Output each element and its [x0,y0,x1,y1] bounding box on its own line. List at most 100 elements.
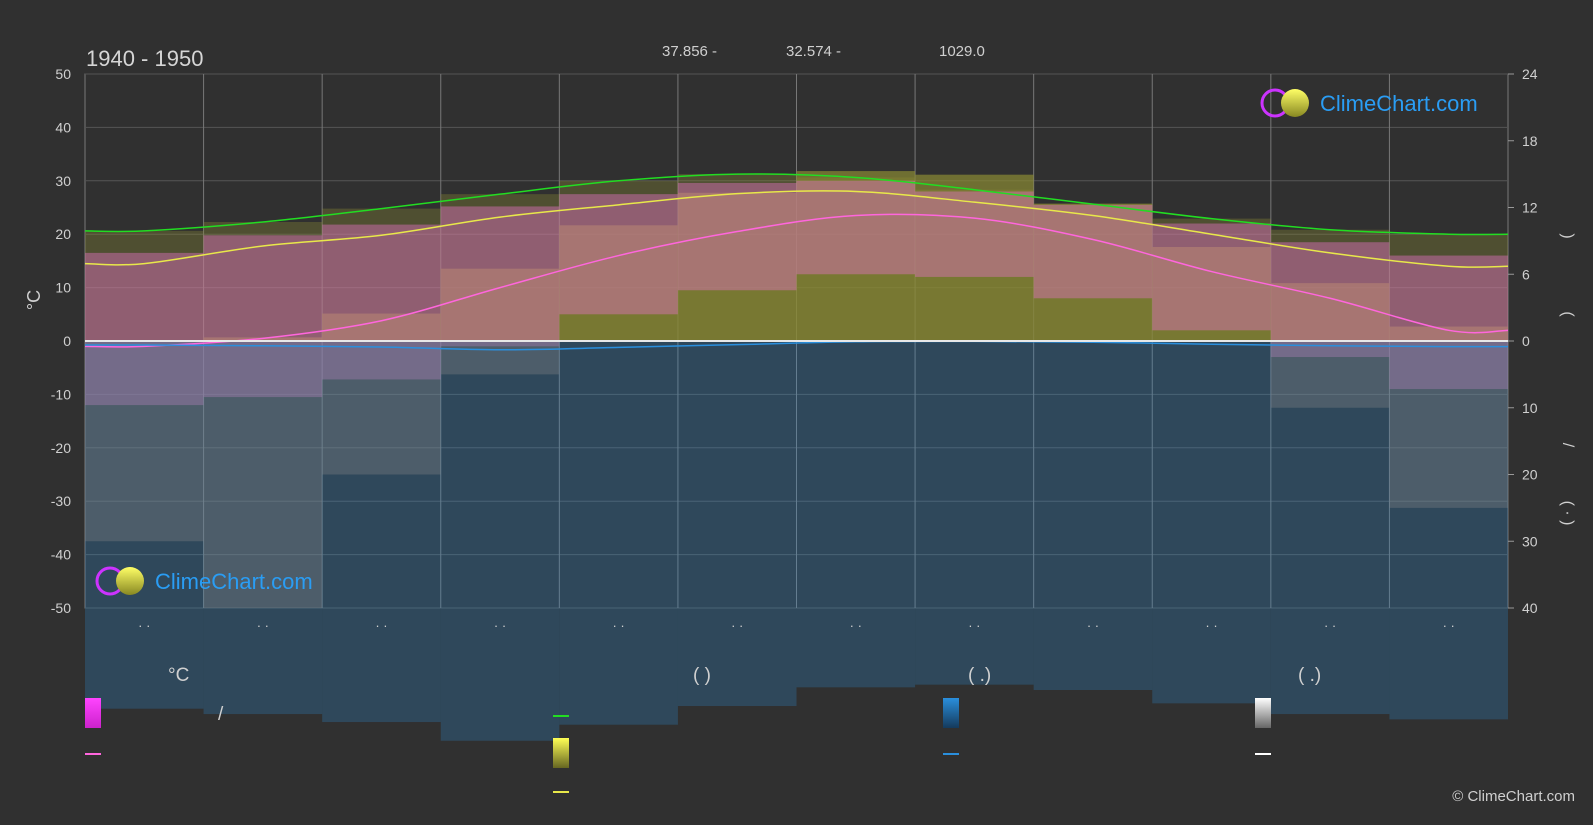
brand-logo-top [1260,88,1309,118]
month-tick-label: · · [494,618,506,633]
legend-temp-range-swatch [85,698,101,728]
rain-bar [1270,341,1390,715]
rain-tick-label: 20 [1522,467,1538,483]
y-tick-label: -50 [51,600,71,616]
rain-bar [1152,341,1271,704]
temp-range-bar [559,194,678,315]
sunshine-bar [440,268,560,341]
temp-range-bar [1033,204,1153,299]
legend-temp-header: °C [168,665,190,686]
rain-mean-line [84,340,1509,351]
rain-axis-label-fragment: / [1559,443,1576,448]
sun-tick-label: 24 [1522,66,1538,82]
snow-bar [322,341,441,475]
temp-range-bar [1152,223,1271,331]
y-tick-label: -10 [51,386,71,402]
rain-bar [677,341,797,707]
sunshine-bar [1033,203,1153,341]
rain-tick-label: 10 [1522,400,1538,416]
y-tick-label: -20 [51,440,71,456]
sun-tick-label: 12 [1522,200,1538,216]
legend-sunshine-swatch [553,738,569,768]
rain-bar [1389,341,1508,720]
month-tick-label: · · [731,618,743,633]
temp-range-bar [322,224,441,380]
temp-range-bar [677,182,797,291]
month-tick-label: · · [850,618,862,633]
y-axis-label: °C [24,290,44,310]
snow-bar [1270,341,1390,408]
legend-swatches [85,698,1271,793]
rain-bar [1033,341,1153,691]
legend-snow-header: ( .) [1298,665,1322,686]
axes: 50 40 30 20 10 0 -10 -20 -30 -40 -50 · · · · · · · · · … [24,66,1576,633]
sunshine-bar [796,171,916,341]
temp-range-bar [796,180,916,275]
daylight-line [84,173,1509,236]
data-lines [84,173,1509,351]
brand-name-bottom[interactable]: ClimeChart.com [155,569,313,594]
latitude-value: 37.856 - [662,43,718,60]
month-tick-label: · · [612,618,624,633]
month-tick-label: · · [1324,618,1336,633]
y-tick-label: 20 [55,226,71,242]
temp-range-bar [203,235,323,398]
sun-axis-label-fragment: ( [1559,311,1576,317]
y-tick-label: -40 [51,547,71,563]
temp-range-bar [1270,242,1390,358]
rain-bar [796,341,916,688]
month-tick-label: · · [968,618,980,633]
longitude-value: 32.574 - [786,43,842,60]
brand-logo-bottom [95,566,144,596]
rain-tick-label: 30 [1522,533,1538,549]
period-title: 1940 - 1950 [86,46,204,71]
y-tick-label: 0 [63,333,71,349]
temp-range-bar [85,252,204,406]
month-tick-label: · · [257,618,269,633]
logo-sun-icon [1281,89,1309,117]
sunshine-bar [203,337,323,341]
legend-temp-range-label: / [218,704,224,725]
snow-bar [440,341,560,375]
logo-sun-icon [116,567,144,595]
rain-bar [322,341,441,723]
sun-tick-label: 18 [1522,133,1538,149]
month-tick-label: · · [375,618,387,633]
month-tick-label: · · [138,618,150,633]
snow-bar [85,341,204,542]
sun-tick-label: 6 [1522,266,1530,282]
y-tick-label: 10 [55,280,71,296]
copyright[interactable]: © ClimeChart.com [1452,788,1575,805]
elevation-value: 1029.0 [939,43,985,60]
daylight-bar [85,230,204,341]
month-tick-label: · · [1205,618,1217,633]
legend-rain-header: ( .) [968,665,992,686]
temp-range-bar [1389,255,1508,390]
rain-bar [440,341,560,741]
rain-bar [915,341,1034,685]
sun-tick-label: 0 [1522,333,1530,349]
data-areas [85,171,1508,741]
snow-bar [203,341,323,608]
sun-axis-label-fragment: ) [1559,233,1576,238]
sunshine-bar [677,192,797,341]
temp-mean-line [84,213,1509,348]
y-tick-label: 30 [55,173,71,189]
legend-sun-header: ( ) [693,665,711,686]
rain-tick-label: 40 [1522,600,1538,616]
legend-rain-swatch [943,698,959,728]
sunshine-line [84,190,1509,268]
daylight-bar [1389,234,1508,341]
month-tick-label: · · [1443,618,1455,633]
snow-bar [1389,341,1508,508]
sunshine-bar [1152,246,1271,341]
legend-snow-swatch [1255,698,1271,728]
sunshine-bar [1270,283,1390,341]
rain-bar [85,341,204,709]
sunshine-bar [1389,326,1508,341]
y-tick-label: 40 [55,119,71,135]
rain-axis-label-fragment: ( · ) [1559,501,1576,526]
sunshine-bar [559,225,678,341]
brand-name-top[interactable]: ClimeChart.com [1320,91,1478,116]
